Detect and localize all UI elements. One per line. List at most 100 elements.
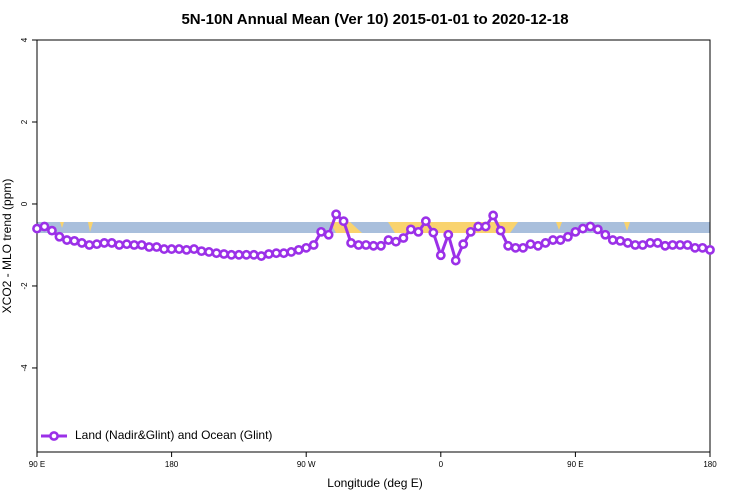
data-point: [675, 240, 685, 250]
data-point: [106, 238, 117, 248]
data-point: [39, 221, 50, 232]
surface-band: [37, 222, 710, 233]
data-point: [533, 240, 543, 251]
data-point: [420, 216, 431, 227]
data-point: [622, 238, 633, 248]
data-point: [428, 227, 439, 238]
data-point: [577, 223, 588, 234]
data-point: [129, 240, 140, 250]
data-point: [114, 240, 125, 250]
data-point: [435, 250, 446, 261]
data-point: [548, 235, 558, 245]
data-point: [219, 249, 229, 259]
ocean-band: [37, 222, 710, 233]
data-point: [495, 225, 506, 236]
data-point: [391, 236, 401, 247]
data-point: [518, 242, 528, 253]
data-point: [637, 240, 648, 250]
data-point: [99, 238, 110, 248]
data-point: [705, 244, 715, 255]
data-point: [316, 226, 327, 237]
data-point: [91, 239, 102, 250]
data-point: [630, 240, 641, 250]
data-point: [181, 244, 192, 255]
data-point: [263, 249, 274, 259]
data-point: [256, 251, 267, 261]
data-point: [473, 221, 484, 232]
data-point: [346, 238, 356, 248]
data-point: [84, 240, 95, 250]
y-axis-label: XCO2 - MLO trend (ppm): [0, 179, 14, 314]
data-point: [331, 209, 342, 220]
y-tick-label: -4: [20, 364, 29, 372]
data-point: [413, 226, 424, 237]
data-point: [667, 240, 678, 250]
x-tick-label: 180: [703, 460, 717, 469]
data-point: [76, 238, 87, 248]
data-point: [226, 249, 237, 260]
data-point: [286, 247, 297, 257]
data-point: [69, 235, 80, 246]
data-point: [443, 229, 454, 240]
data-point: [144, 242, 155, 252]
data-point: [204, 247, 214, 257]
legend-marker: [49, 431, 59, 441]
data-point: [652, 238, 663, 248]
data-point: [308, 240, 319, 250]
data-point: [540, 238, 551, 248]
data-point: [248, 249, 259, 260]
x-tick-label: 180: [165, 460, 179, 469]
data-point: [136, 240, 147, 250]
data-point: [151, 242, 162, 252]
data-point: [697, 242, 708, 253]
data-point: [338, 216, 349, 227]
data-point: [660, 240, 671, 251]
data-point: [323, 229, 334, 240]
land-patch: [60, 222, 64, 228]
land-patch: [88, 222, 93, 232]
data-point: [166, 244, 177, 254]
y-tick-label: 0: [20, 201, 29, 206]
data-point: [465, 226, 476, 237]
data-point: [368, 240, 379, 251]
land-patch: [556, 222, 562, 230]
data-point: [233, 249, 244, 260]
y-tick-label: 2: [20, 119, 29, 124]
data-point: [488, 210, 499, 221]
data-point: [503, 240, 513, 251]
data-point: [293, 244, 304, 255]
data-point: [211, 248, 222, 259]
x-tick-label: 90 E: [29, 460, 45, 469]
data-point: [450, 255, 461, 266]
y-tick-label: 4: [20, 37, 29, 42]
data-point: [47, 225, 57, 236]
x-tick-label: 90 W: [297, 460, 316, 469]
data-point: [615, 235, 626, 246]
data-point: [278, 248, 289, 259]
data-point: [159, 244, 170, 254]
data-point: [376, 240, 386, 251]
data-point: [189, 244, 199, 254]
data-point: [682, 240, 693, 250]
data-point: [600, 229, 611, 240]
data-point: [570, 226, 581, 237]
data-point: [54, 231, 65, 242]
data-point: [398, 233, 409, 243]
data-point: [62, 235, 72, 245]
legend-label: Land (Nadir&Glint) and Ocean (Glint): [75, 428, 272, 442]
data-point: [405, 224, 416, 235]
data-point: [592, 224, 603, 235]
data-point: [645, 238, 656, 248]
y-tick-label: -2: [20, 282, 29, 290]
data-point: [32, 223, 42, 234]
data-point: [563, 231, 573, 242]
data-point: [174, 244, 184, 254]
data-point: [458, 239, 469, 250]
x-tick-label: 0: [439, 460, 444, 469]
data-point: [121, 239, 132, 250]
data-point: [555, 235, 566, 245]
data-point: [241, 249, 252, 260]
chart-title: 5N-10N Annual Mean (Ver 10) 2015-01-01 t…: [181, 11, 568, 28]
data-point: [353, 240, 364, 250]
